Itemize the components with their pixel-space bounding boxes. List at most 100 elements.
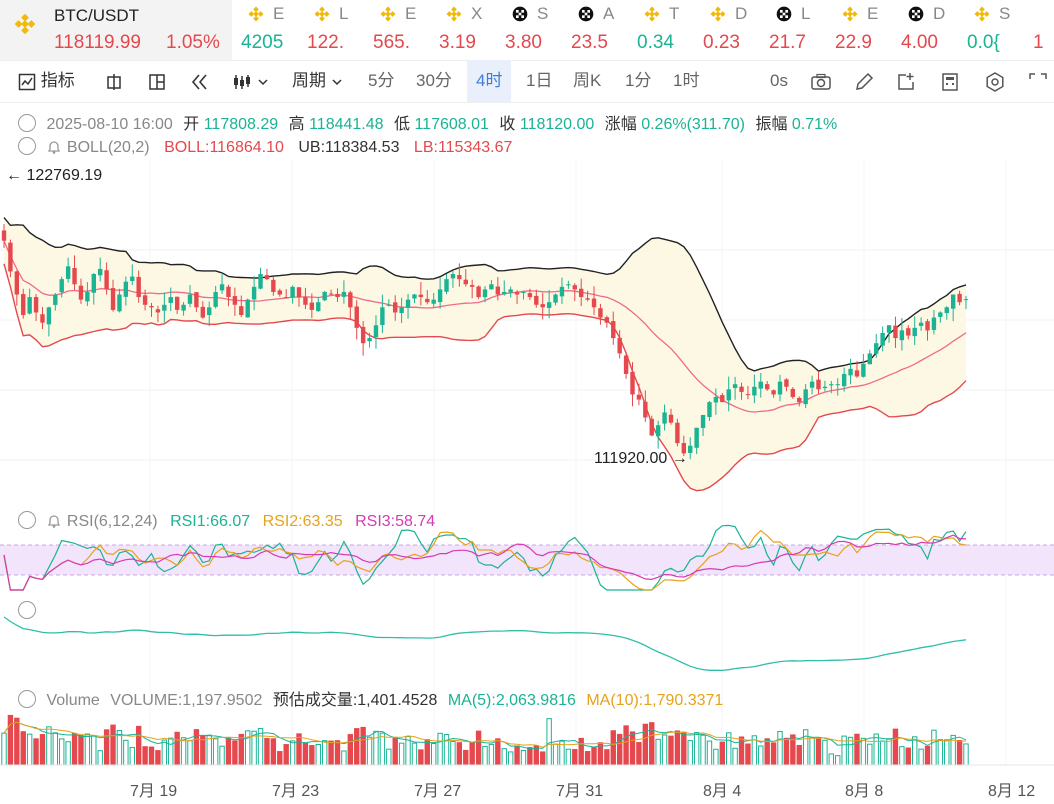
binance-icon [14,13,36,35]
collapse-toggle-icon[interactable] [18,137,36,155]
indicator-expand[interactable] [18,601,42,621]
ticker-tile[interactable]: A 23.5 [565,0,631,60]
volume-bar [354,728,360,766]
ticker-value: 0.0{ [967,32,1000,53]
volume-bar [7,714,14,766]
candle-body [33,297,39,313]
candle-body [168,297,173,303]
volume-bar [341,750,347,766]
volume-bar [661,734,668,766]
candle-body [617,337,622,354]
volume-bar [142,746,148,766]
candle-body [848,368,853,376]
interval-5m[interactable]: 5分 [368,71,395,90]
candle-body [495,286,501,295]
volume-bar [168,737,174,766]
volume-bar [924,745,931,766]
volume-bar [392,737,398,766]
ticker-tile[interactable]: 1 [1027,0,1054,60]
ticker-symbol: S [999,4,1011,23]
ticker-tile[interactable]: L 122. [301,0,367,60]
collapse-toggle-icon[interactable] [18,511,36,529]
volume-bar [655,738,661,766]
ticker-tile[interactable]: X 3.19 [433,0,499,60]
ticker-tile[interactable]: E 565. [367,0,433,60]
calculator-button[interactable] [940,60,960,102]
volume-bar [636,742,642,766]
volume-bar [277,751,283,766]
candle-body [546,302,552,308]
volume-bar [347,734,354,766]
ticker-symbol: E [867,4,879,23]
bell-icon[interactable] [46,139,62,155]
expand-icon[interactable] [18,601,36,619]
binance-icon [248,6,264,22]
ticker-tile[interactable]: D 0.23 [697,0,763,60]
ticker-tile[interactable]: L 21.7 [763,0,829,60]
volume-bar [91,735,97,766]
indicator-icon [18,73,36,90]
screenshot-button[interactable] [810,60,832,102]
ticker-tile[interactable]: S 0.0{ [961,0,1027,60]
candle-body [585,298,590,300]
interval-1d[interactable]: 1日 [526,71,553,90]
fullscreen-button[interactable] [1028,60,1048,102]
add-indicator-button[interactable] [896,60,916,102]
x-axis-label: 8月 4 [703,783,742,800]
collapse-toggle-icon[interactable] [18,690,36,708]
ticker-tile[interactable]: S 3.80 [499,0,565,60]
candle-body [688,445,693,453]
add-window-icon [898,72,914,90]
interval-4h[interactable]: 4时 [467,60,512,102]
volume-bar [456,742,463,766]
interval-week[interactable]: 周K [573,71,602,90]
interval-1h[interactable]: 1时 [673,71,700,90]
ticker-tile[interactable]: T 0.34 [631,0,697,60]
bell-icon[interactable] [46,513,62,529]
close-label: 收 [499,116,516,133]
candle-body [341,291,347,297]
x-axis-label: 7月 23 [272,783,320,800]
period-dropdown[interactable]: 周期 [292,60,343,102]
candle-body [219,284,225,291]
indicator-button[interactable]: 指标 [18,60,75,102]
chart-type-dropdown[interactable] [232,60,269,102]
volume-bar [187,740,193,766]
candle-body [540,304,545,308]
volume-bar [681,731,687,766]
chart-type-icon [234,74,250,89]
candle-style-button[interactable] [105,60,123,102]
ticker-tile[interactable]: E 22.9 [829,0,895,60]
candle-body [899,330,905,341]
volume-bar [469,742,475,766]
pair-name: BTC/USDT [54,6,139,25]
settings-button[interactable] [985,60,1005,102]
volume-bar [161,739,168,766]
ticker-value: 4205 [241,32,284,53]
rewind-button[interactable] [190,60,210,102]
volume-bar [802,729,809,766]
interval-1m[interactable]: 1分 [625,71,652,90]
volume-ma10: MA(10):1,790.3371 [586,692,724,709]
rewind-icon [191,73,207,90]
candle-body [181,304,186,311]
binance-icon [710,6,726,22]
layout-button[interactable] [148,60,166,102]
volume-ma5: MA(5):2,063.9816 [447,692,576,709]
ticker-tile[interactable]: E 4205 [235,0,301,60]
candle-body [963,299,969,301]
ticker-tile[interactable]: D 4.00 [895,0,961,60]
volume-bar [610,730,616,766]
main-pair-tile[interactable]: BTC/USDT 118119.99 1.05% [0,0,232,60]
candle-body [489,284,494,290]
candle-body [835,384,840,386]
collapse-toggle-icon[interactable] [18,114,36,132]
ticker-bar: BTC/USDT 118119.99 1.05% E 4205 L 122. E 565.… [0,0,1054,61]
ohlc-info: 2025-08-10 16:00 开 117808.29 高 118441.48… [18,110,837,134]
draw-button[interactable] [854,60,874,102]
candle-body [514,291,520,295]
interval-30m[interactable]: 30分 [416,71,452,90]
camera-icon [811,73,831,90]
ticker-value: 21.7 [769,32,806,53]
